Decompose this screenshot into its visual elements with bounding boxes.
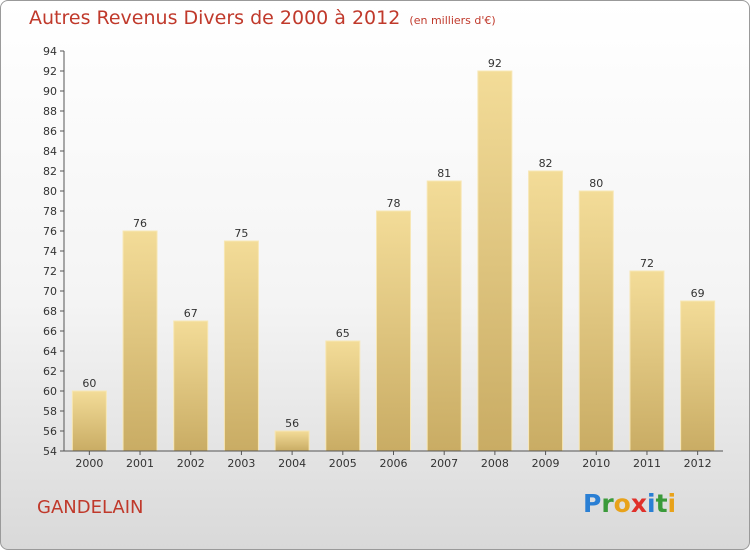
x-tick-label-2004: 2004 [278, 457, 306, 470]
bar-2010 [578, 190, 614, 452]
bar-2007 [426, 180, 462, 452]
value-label-2009: 82 [539, 157, 553, 170]
y-tick-label: 56 [43, 425, 57, 438]
x-tick-label-2010: 2010 [582, 457, 610, 470]
chart-title-main: Autres Revenus Divers de 2000 à 2012 [29, 7, 401, 29]
value-label-2005: 65 [336, 327, 350, 340]
y-tick-label: 80 [43, 185, 57, 198]
y-tick-label: 84 [43, 145, 57, 158]
value-label-2002: 67 [184, 307, 198, 320]
y-tick-label: 88 [43, 105, 57, 118]
y-tick-label: 70 [43, 285, 57, 298]
bar-2004 [274, 430, 310, 452]
bar-2002 [173, 320, 209, 452]
bar-2011 [629, 270, 665, 452]
x-tick-label-2000: 2000 [75, 457, 103, 470]
chart-title-unit: (en milliers d'€) [409, 14, 496, 27]
y-tick-label: 76 [43, 225, 57, 238]
y-tick-label: 54 [43, 445, 57, 458]
x-tick-label-2008: 2008 [481, 457, 509, 470]
bar-2006 [376, 210, 411, 452]
x-tick-label-2007: 2007 [430, 457, 458, 470]
x-tick-label-2011: 2011 [633, 457, 661, 470]
y-tick-label: 72 [43, 265, 57, 278]
bar-2000 [71, 390, 107, 452]
bar-2003 [223, 240, 259, 452]
x-axis: 2000 2001 2002 2003 2004 2005 2006 2007 2008 2009… [64, 450, 723, 470]
bar-2005 [325, 340, 361, 452]
x-tick-label-2002: 2002 [177, 457, 205, 470]
value-label-2004: 56 [285, 417, 299, 430]
y-axis: 54 56 58 60 62 64 66 68 70 72 74 76 78 80 82 84 86 88 90 92… [43, 45, 65, 458]
y-tick-label: 78 [43, 205, 57, 218]
y-tick-label: 64 [43, 345, 57, 358]
y-tick-label: 90 [43, 85, 57, 98]
x-tick-label-2012: 2012 [684, 457, 712, 470]
value-label-2000: 60 [82, 377, 96, 390]
y-tick-label: 68 [43, 305, 57, 318]
place-name: GANDELAIN [37, 497, 144, 518]
value-label-2008: 92 [488, 57, 502, 70]
value-label-2012: 69 [691, 287, 705, 300]
x-tick-label-2005: 2005 [329, 457, 357, 470]
bar-2008 [477, 70, 513, 452]
value-label-2007: 81 [437, 167, 451, 180]
proxiti-logo: Proxiti [583, 489, 677, 518]
y-tick-label: 92 [43, 65, 57, 78]
x-tick-label-2003: 2003 [227, 457, 255, 470]
value-label-2010: 80 [589, 177, 603, 190]
y-tick-label: 74 [43, 245, 57, 258]
y-tick-label: 62 [43, 365, 57, 378]
bar-2012 [680, 300, 716, 452]
x-tick-label-2006: 2006 [380, 457, 408, 470]
value-label-2003: 75 [234, 227, 248, 240]
chart-title: Autres Revenus Divers de 2000 à 2012 (en… [29, 7, 496, 29]
value-label-2011: 72 [640, 257, 654, 270]
y-tick-label: 58 [43, 405, 57, 418]
bars-group: 60 76 67 75 56 65 78 81 92 82 80 72 69 [71, 57, 716, 452]
bar-2001 [122, 230, 158, 452]
y-tick-label: 66 [43, 325, 57, 338]
x-tick-label-2009: 2009 [532, 457, 560, 470]
y-tick-label: 86 [43, 125, 57, 138]
y-tick-label: 94 [43, 45, 57, 58]
value-label-2006: 78 [387, 197, 401, 210]
bar-2009 [528, 170, 564, 452]
value-label-2001: 76 [133, 217, 147, 230]
x-tick-label-2001: 2001 [126, 457, 154, 470]
y-tick-label: 60 [43, 385, 57, 398]
y-tick-label: 82 [43, 165, 57, 178]
